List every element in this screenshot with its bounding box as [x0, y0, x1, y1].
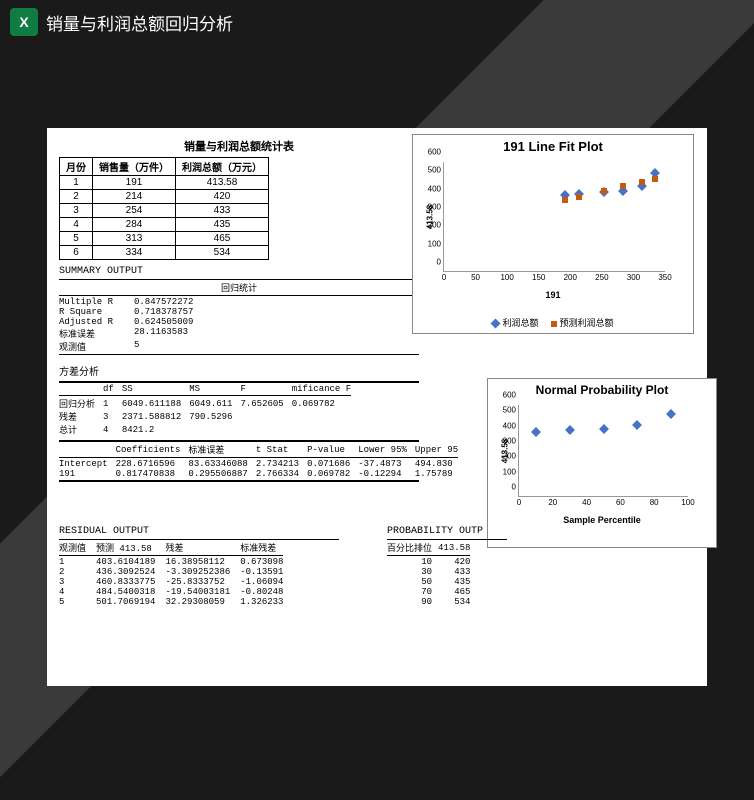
- chart2-title: Normal Probability Plot: [488, 379, 716, 401]
- chart1-xlabel: 191: [413, 276, 693, 300]
- anova-title: 方差分析: [59, 363, 419, 379]
- title-bar: X 销量与利润总额回归分析: [10, 8, 233, 36]
- summary-title: SUMMARY OUTPUT: [59, 266, 419, 277]
- residual-title: RESIDUAL OUTPUT: [59, 526, 339, 537]
- main-table: 月份销售量（万件）利润总额（万元） 1191413.58221442032544…: [59, 157, 269, 260]
- worksheet: 销量与利润总额统计表 月份销售量（万件）利润总额（万元） 1191413.582…: [47, 128, 707, 686]
- normal-prob-chart: Normal Probability Plot 413.58 010020030…: [487, 378, 717, 548]
- anova-table: dfSSMSFmificance F回归分析16049.6111886049.6…: [59, 384, 359, 436]
- chart1-legend: 利润总额 预测利润总额: [413, 300, 693, 333]
- coef-table: Coefficients标准误差t StatP-valueLower 95%Up…: [59, 443, 466, 479]
- residual-table: 观测值预测 413.58残差标准残差1403.610418916.3895811…: [59, 541, 293, 607]
- prob-table: 百分比排位413.581042030433504357046590534: [387, 541, 476, 607]
- excel-icon: X: [10, 8, 38, 36]
- table-title: 销量与利润总额统计表: [59, 138, 419, 154]
- line-fit-chart: 191 Line Fit Plot 413.58 010020030040050…: [412, 134, 694, 334]
- prob-title: PROBABILITY OUTP: [387, 526, 507, 537]
- summary-subtitle: 回归统计: [59, 281, 419, 294]
- chart1-title: 191 Line Fit Plot: [413, 135, 693, 158]
- regression-stats: Multiple R0.847572272R Square0.718378757…: [59, 297, 419, 353]
- doc-title: 销量与利润总额回归分析: [46, 10, 233, 35]
